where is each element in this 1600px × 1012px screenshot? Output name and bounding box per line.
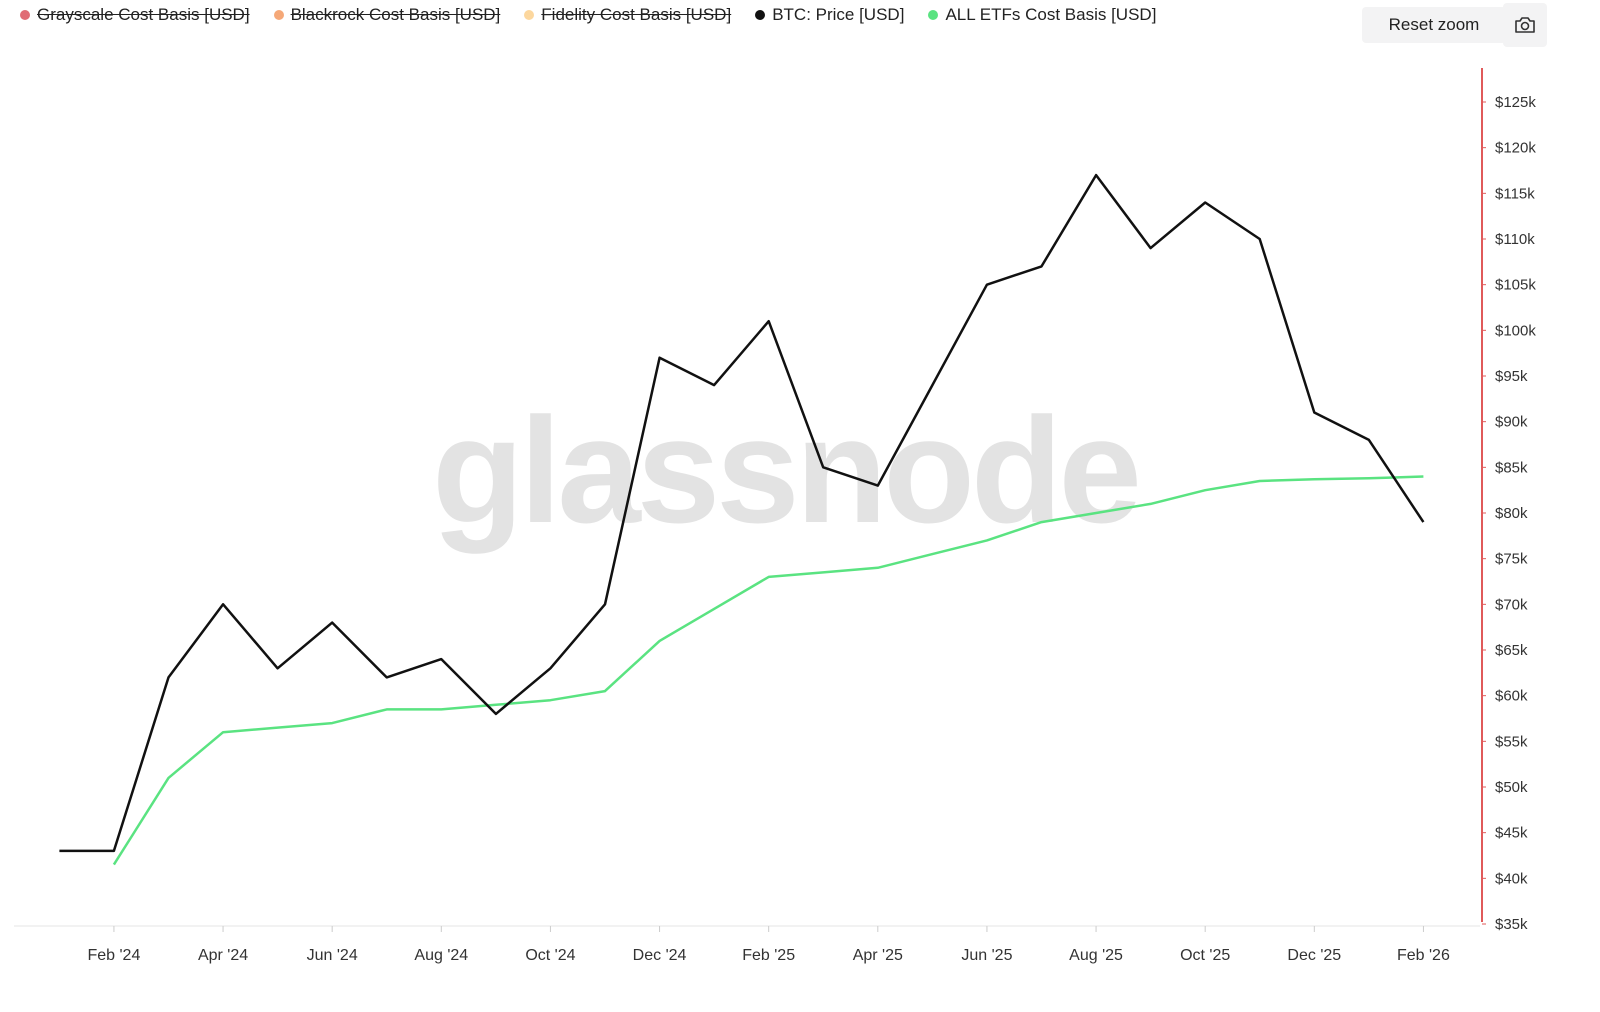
y-tick-label: $75k bbox=[1495, 551, 1528, 568]
x-tick-label: Aug '24 bbox=[414, 947, 468, 964]
legend-item[interactable]: ALL ETFs Cost Basis [USD] bbox=[928, 5, 1156, 25]
x-tick-label: Apr '24 bbox=[198, 947, 248, 964]
x-tick-label: Feb '26 bbox=[1397, 947, 1450, 964]
y-tick-label: $80k bbox=[1495, 505, 1528, 522]
y-tick-label: $85k bbox=[1495, 459, 1528, 476]
legend-item[interactable]: Blackrock Cost Basis [USD] bbox=[273, 5, 501, 25]
y-tick-label: $60k bbox=[1495, 688, 1528, 705]
legend-swatch bbox=[273, 10, 284, 20]
y-tick-label: $105k bbox=[1495, 277, 1536, 294]
legend-swatch bbox=[755, 10, 766, 20]
screenshot-button[interactable] bbox=[1503, 3, 1547, 47]
y-tick-label: $115k bbox=[1495, 185, 1535, 202]
y-tick-label: $110k bbox=[1495, 231, 1535, 248]
legend-item[interactable]: Fidelity Cost Basis [USD] bbox=[524, 5, 731, 25]
y-tick-label: $70k bbox=[1495, 596, 1528, 613]
legend-label: Blackrock Cost Basis [USD] bbox=[290, 5, 501, 24]
series-line bbox=[59, 173, 1425, 853]
legend-swatch bbox=[20, 10, 30, 20]
y-tick-label: $50k bbox=[1495, 779, 1528, 796]
y-tick-label: $90k bbox=[1495, 414, 1528, 431]
x-tick-label: Jun '25 bbox=[961, 947, 1012, 964]
legend-label: Fidelity Cost Basis [USD] bbox=[541, 5, 732, 24]
x-tick-label: Feb '24 bbox=[87, 947, 140, 964]
legend-label: BTC: Price [USD] bbox=[772, 5, 905, 24]
x-tick-label: Dec '25 bbox=[1287, 947, 1341, 964]
y-tick-label: $120k bbox=[1495, 140, 1536, 157]
legend-label: Grayscale Cost Basis [USD] bbox=[37, 5, 250, 24]
x-tick-label: Jun '24 bbox=[307, 947, 358, 964]
y-tick-label: $35k bbox=[1495, 916, 1528, 933]
x-tick-label: Feb '25 bbox=[742, 947, 795, 964]
y-tick-label: $55k bbox=[1495, 733, 1528, 750]
reset-zoom-button[interactable]: Reset zoom bbox=[1362, 7, 1506, 43]
y-tick-label: $40k bbox=[1495, 870, 1528, 887]
legend-label: ALL ETFs Cost Basis [USD] bbox=[945, 5, 1157, 24]
y-tick-label: $45k bbox=[1495, 825, 1528, 842]
y-tick-label: $125k bbox=[1495, 94, 1536, 111]
x-tick-label: Dec '24 bbox=[633, 947, 687, 964]
watermark: glassnode bbox=[432, 386, 1138, 554]
legend-item[interactable]: BTC: Price [USD] bbox=[755, 5, 904, 25]
legend-item[interactable]: Grayscale Cost Basis [USD] bbox=[20, 5, 250, 25]
series-line bbox=[112, 475, 1424, 866]
y-tick-label: $65k bbox=[1495, 642, 1528, 659]
x-tick-label: Oct '24 bbox=[525, 947, 575, 964]
legend: Grayscale Cost Basis [USD] Blackrock Cost… bbox=[20, 5, 1156, 25]
x-tick-label: Oct '25 bbox=[1180, 947, 1230, 964]
camera-icon bbox=[1515, 17, 1535, 33]
x-tick-label: Apr '25 bbox=[853, 947, 903, 964]
x-tick-label: Aug '25 bbox=[1069, 947, 1123, 964]
y-tick-label: $100k bbox=[1495, 322, 1536, 339]
legend-swatch bbox=[928, 10, 939, 20]
y-tick-label: $95k bbox=[1495, 368, 1528, 385]
legend-swatch bbox=[524, 10, 535, 20]
